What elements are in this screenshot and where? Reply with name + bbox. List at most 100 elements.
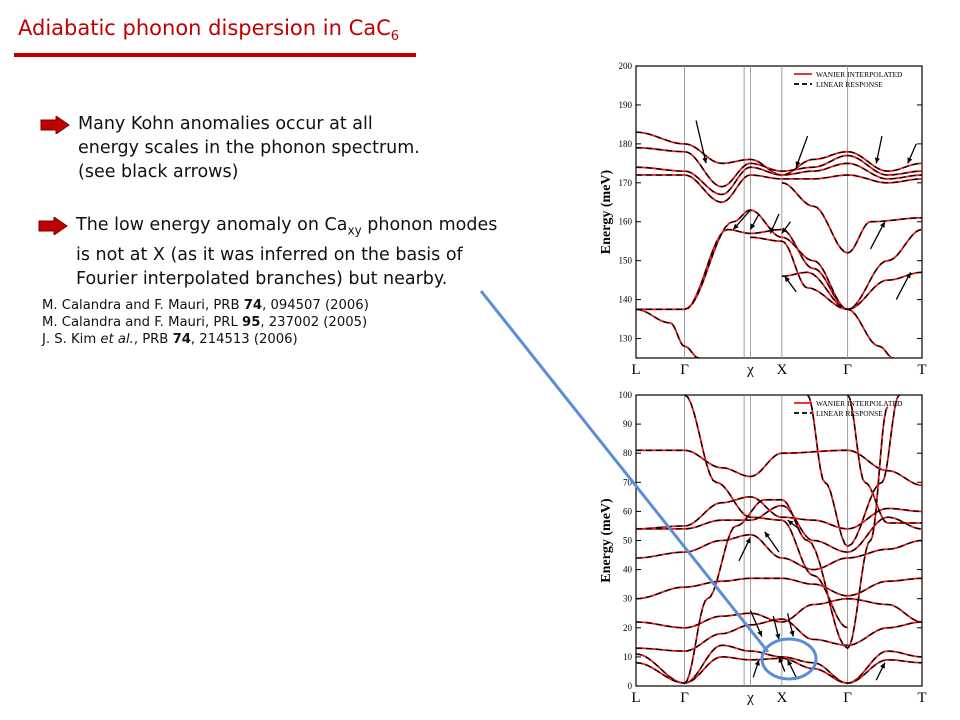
y-tick-label: 140	[619, 295, 633, 305]
y-tick-label: 80	[623, 448, 633, 458]
x-tick-label: Γ	[843, 690, 852, 706]
arrow-head	[733, 223, 739, 230]
x-tick-label: X	[776, 690, 787, 706]
ref-text: , 237002 (2005)	[260, 315, 368, 330]
y-tick-label: 20	[623, 623, 633, 633]
bullet-text: phonon modes	[361, 215, 498, 235]
y-tick-label: 150	[619, 256, 633, 266]
y-tick-label: 10	[623, 652, 633, 662]
title-subscript: 6	[390, 29, 400, 45]
arrow-head	[907, 157, 913, 164]
band-linear-response	[636, 147, 922, 188]
y-tick-label: 130	[619, 334, 633, 344]
title-text: Adiabatic phonon dispersion in CaC	[18, 16, 391, 40]
references: M. Calandra and F. Mauri, PRB 74, 094507…	[42, 297, 369, 348]
arrow-head	[750, 223, 756, 230]
x-tick-label: Γ	[843, 362, 852, 378]
arrow-head	[787, 520, 794, 526]
ref-text: M. Calandra and F. Mauri, PRB	[42, 298, 244, 313]
legend-entry: LINEAR RESPONSE	[816, 80, 883, 89]
band-linear-response	[684, 209, 922, 310]
y-tick-label: 190	[619, 100, 633, 110]
legend-entry: WANIER INTERPOLATED	[816, 70, 903, 79]
band-linear-response	[636, 162, 922, 196]
arrow-head	[784, 276, 791, 283]
bullet-arrow-icon	[40, 116, 70, 134]
y-tick-label: 90	[623, 419, 633, 429]
reference-item: M. Calandra and F. Mauri, PRL 95, 237002…	[42, 314, 369, 331]
bullet-line: is not at X (as it was inferred on the b…	[76, 244, 463, 265]
y-tick-label: 170	[619, 178, 633, 188]
ref-italic: et al.	[100, 332, 134, 347]
legend-entry: LINEAR RESPONSE	[816, 409, 883, 418]
ref-text: M. Calandra and F. Mauri, PRL	[42, 315, 243, 330]
band-linear-response	[636, 228, 922, 310]
ref-text: , 094507 (2006)	[262, 298, 369, 313]
x-tick-label: Γ	[680, 690, 689, 706]
arrow-head	[789, 630, 795, 637]
band-linear-response	[847, 395, 922, 524]
bullet-kohn-anomalies: Many Kohn anomalies occur at all energy …	[40, 112, 498, 184]
x-tick-label: L	[631, 690, 640, 706]
arrow-head	[770, 227, 775, 234]
ref-volume: 95	[242, 315, 261, 330]
band-linear-response	[636, 131, 922, 176]
y-tick-label: 100	[619, 390, 633, 400]
bullet-subscript: xy	[347, 223, 362, 238]
x-tick-label: T	[917, 690, 926, 706]
band-wannier	[806, 395, 900, 548]
arrow-head	[795, 161, 801, 168]
plot-frame	[635, 65, 923, 359]
arrow-head	[781, 227, 788, 234]
bullet-line: Fourier interpolated branches) but nearb…	[76, 268, 448, 289]
arrow-head	[874, 157, 880, 164]
arrow-head	[880, 662, 885, 669]
kohn-anomaly-arrow	[795, 135, 809, 168]
x-tick-label: X	[776, 362, 787, 378]
x-tick-label: χ	[746, 690, 754, 706]
arrow-head	[905, 272, 911, 279]
ref-volume: 74	[172, 332, 191, 347]
bullet-line: The low energy anomaly on Caxy phonon mo…	[76, 213, 546, 243]
bullet-line: Many Kohn anomalies occur at all	[78, 114, 373, 134]
y-tick-label: 180	[619, 139, 633, 149]
bullet-text: The low energy anomaly on Ca	[76, 215, 348, 235]
bullet-line: (see black arrows)	[78, 162, 239, 182]
y-tick-label: 60	[623, 506, 633, 516]
legend-entry: WANIER INTERPOLATED	[816, 399, 903, 408]
x-tick-label: χ	[746, 362, 754, 378]
reference-item: M. Calandra and F. Mauri, PRB 74, 094507…	[42, 297, 369, 314]
bullet-low-energy-anomaly: The low energy anomaly on Caxy phonon mo…	[38, 213, 546, 291]
y-tick-label: 70	[623, 477, 633, 487]
y-axis-label: Energy (meV)	[599, 498, 614, 583]
x-tick-label: Γ	[680, 362, 689, 378]
y-axis-label: Energy (meV)	[599, 169, 614, 254]
ref-volume: 74	[243, 298, 263, 313]
ref-text: J. S. Kim	[42, 332, 101, 347]
y-tick-label: 40	[623, 565, 633, 575]
arrow-head	[702, 157, 708, 164]
band-linear-response	[636, 174, 922, 203]
y-tick-label: 160	[619, 217, 633, 227]
x-tick-label: L	[631, 362, 640, 378]
band-linear-response	[781, 182, 922, 254]
bands	[636, 131, 922, 358]
title-underline	[14, 53, 416, 57]
ref-text: , 214513 (2006)	[190, 332, 298, 347]
ref-text: , PRB	[133, 332, 173, 347]
slide-title: Adiabatic phonon dispersion in CaC6	[18, 16, 399, 44]
bullet-arrow-icon	[38, 217, 68, 235]
y-tick-label: 0	[628, 681, 633, 691]
arrow-head	[754, 659, 760, 666]
y-tick-label: 50	[623, 536, 633, 546]
plot-frame	[635, 394, 923, 687]
x-tick-label: T	[917, 362, 926, 378]
arrow-head	[879, 221, 885, 228]
y-tick-label: 30	[623, 594, 633, 604]
bullet-line: energy scales in the phonon spectrum.	[78, 138, 420, 158]
reference-item: J. S. Kim et al., PRB 74, 214513 (2006)	[42, 331, 369, 348]
y-tick-label: 200	[619, 61, 633, 71]
kohn-anomaly-arrow	[695, 120, 707, 164]
